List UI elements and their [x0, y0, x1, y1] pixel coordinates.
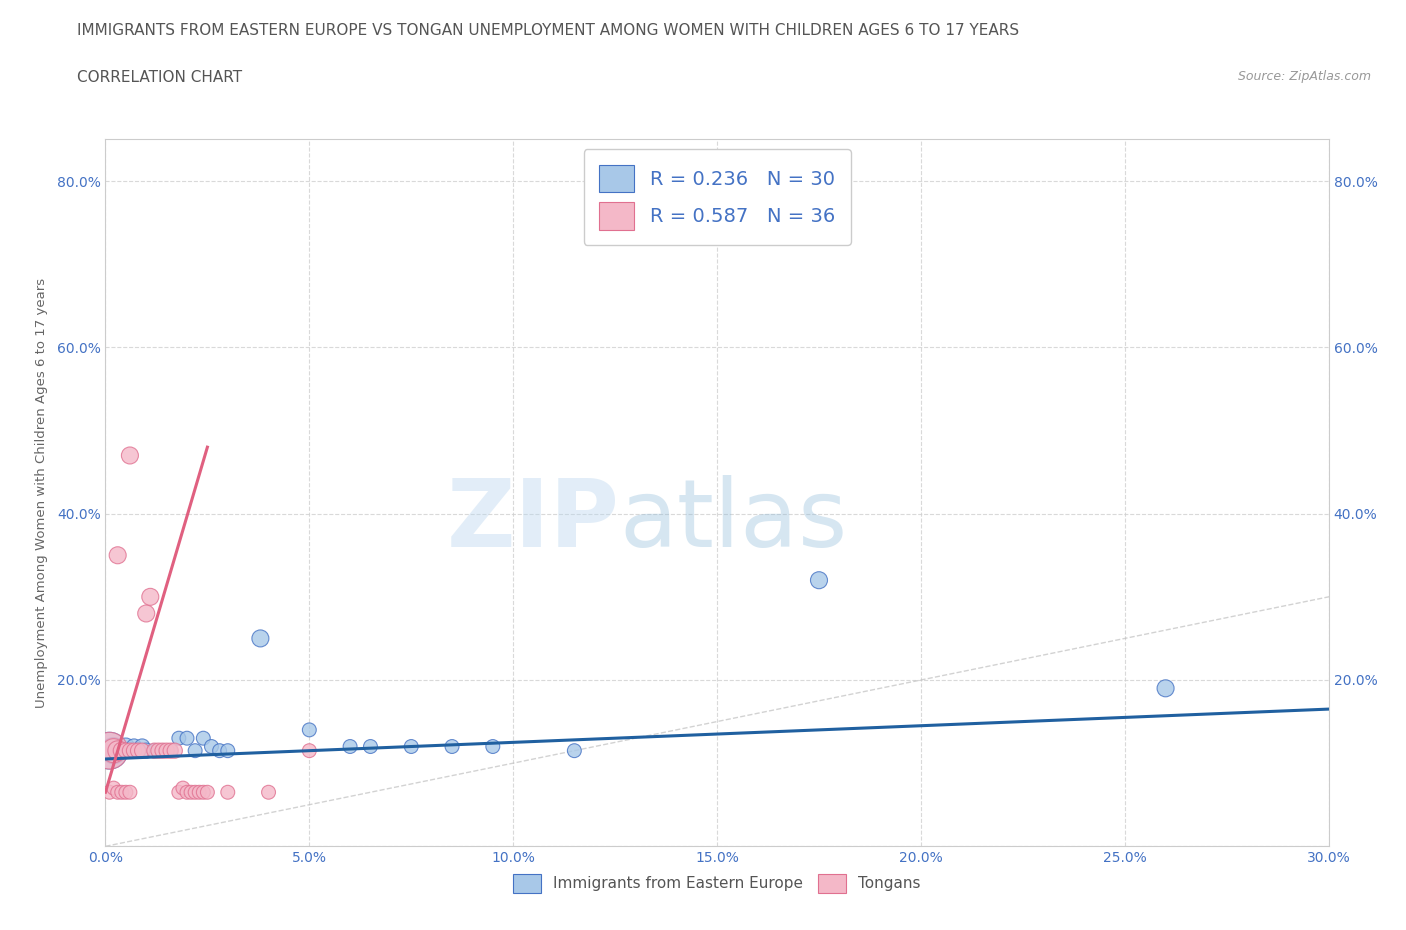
Point — [98, 743, 121, 758]
Text: atlas: atlas — [619, 475, 848, 567]
Point — [188, 785, 211, 800]
Legend: Immigrants from Eastern Europe, Tongans: Immigrants from Eastern Europe, Tongans — [508, 868, 927, 898]
Point — [197, 785, 219, 800]
Point — [152, 743, 174, 758]
Point — [107, 785, 129, 800]
Point — [107, 548, 129, 563]
Point — [481, 739, 505, 754]
Point — [118, 743, 141, 758]
Point — [131, 743, 153, 758]
Point — [807, 573, 830, 588]
Point — [1154, 681, 1177, 696]
Point — [176, 785, 198, 800]
Point — [360, 739, 382, 754]
Point — [118, 448, 141, 463]
Point — [172, 780, 194, 795]
Point — [217, 743, 239, 758]
Point — [143, 743, 166, 758]
Point — [184, 743, 207, 758]
Point — [176, 731, 198, 746]
Point — [156, 743, 179, 758]
Point — [131, 739, 153, 754]
Point — [122, 739, 145, 754]
Point — [193, 731, 215, 746]
Point — [111, 743, 134, 758]
Point — [339, 739, 361, 754]
Point — [167, 731, 190, 746]
Point — [98, 785, 121, 800]
Point — [249, 631, 271, 645]
Point — [441, 739, 464, 754]
Point — [115, 739, 138, 754]
Point — [562, 743, 586, 758]
Point — [159, 743, 181, 758]
Point — [118, 743, 141, 758]
Point — [167, 785, 190, 800]
Point — [118, 785, 141, 800]
Point — [143, 743, 166, 758]
Point — [298, 743, 321, 758]
Point — [159, 743, 181, 758]
Point — [163, 743, 186, 758]
Point — [127, 743, 149, 758]
Point — [111, 743, 134, 758]
Point — [122, 743, 145, 758]
Point — [257, 785, 280, 800]
Point — [115, 743, 138, 758]
Point — [217, 785, 239, 800]
Point — [184, 785, 207, 800]
Point — [152, 743, 174, 758]
Point — [193, 785, 215, 800]
Point — [139, 590, 162, 604]
Text: IMMIGRANTS FROM EASTERN EUROPE VS TONGAN UNEMPLOYMENT AMONG WOMEN WITH CHILDREN : IMMIGRANTS FROM EASTERN EUROPE VS TONGAN… — [77, 23, 1019, 38]
Text: Source: ZipAtlas.com: Source: ZipAtlas.com — [1237, 70, 1371, 83]
Point — [107, 743, 129, 758]
Text: ZIP: ZIP — [446, 475, 619, 567]
Point — [208, 743, 231, 758]
Point — [135, 606, 157, 621]
Point — [103, 780, 125, 795]
Point — [111, 785, 134, 800]
Point — [115, 785, 138, 800]
Point — [148, 743, 170, 758]
Point — [103, 743, 125, 758]
Text: CORRELATION CHART: CORRELATION CHART — [77, 70, 242, 85]
Point — [107, 743, 129, 758]
Point — [103, 743, 125, 758]
Point — [180, 785, 202, 800]
Point — [200, 739, 222, 754]
Point — [98, 743, 121, 758]
Point — [127, 743, 149, 758]
Point — [298, 723, 321, 737]
Point — [135, 743, 157, 758]
Y-axis label: Unemployment Among Women with Children Ages 6 to 17 years: Unemployment Among Women with Children A… — [35, 278, 48, 708]
Point — [401, 739, 423, 754]
